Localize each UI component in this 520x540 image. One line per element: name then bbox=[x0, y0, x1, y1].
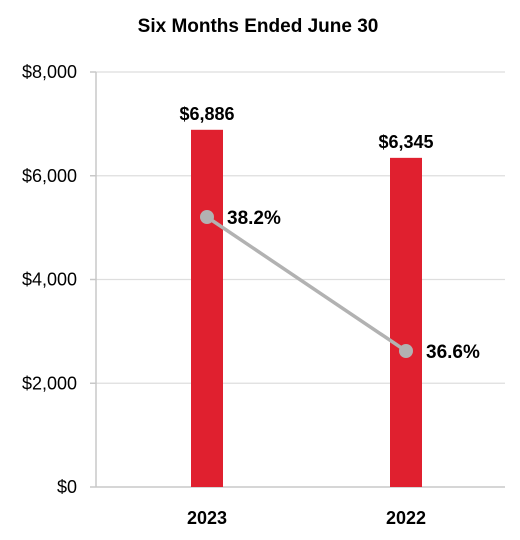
percentage-point bbox=[399, 344, 413, 358]
y-tick-label: $0 bbox=[57, 477, 77, 497]
y-tick-label: $4,000 bbox=[22, 270, 77, 290]
bar-value-label: $6,345 bbox=[378, 132, 433, 152]
percentage-point bbox=[200, 210, 214, 224]
y-tick-label: $6,000 bbox=[22, 166, 77, 186]
percentage-line bbox=[206, 215, 407, 353]
grid-lines bbox=[96, 71, 505, 384]
x-tick-label: 2022 bbox=[386, 508, 426, 528]
bar bbox=[390, 157, 422, 487]
y-tick-label: $8,000 bbox=[22, 62, 77, 82]
y-tick-label: $2,000 bbox=[22, 373, 77, 393]
chart-title: Six Months Ended June 30 bbox=[138, 16, 379, 37]
percentage-label: 36.6% bbox=[426, 342, 480, 363]
bar-series: $6,886 $6,345 bbox=[179, 104, 434, 487]
bar-value-label: $6,886 bbox=[179, 104, 234, 124]
percentage-line-series: 38.2% 36.6% bbox=[200, 208, 480, 363]
bar bbox=[191, 129, 223, 487]
y-axis-ticks: $0 $2,000 $4,000 $6,000 $8,000 bbox=[22, 62, 96, 497]
percentage-label: 38.2% bbox=[227, 208, 281, 229]
x-axis-ticks: 2023 2022 bbox=[187, 508, 426, 528]
x-tick-label: 2023 bbox=[187, 508, 227, 528]
